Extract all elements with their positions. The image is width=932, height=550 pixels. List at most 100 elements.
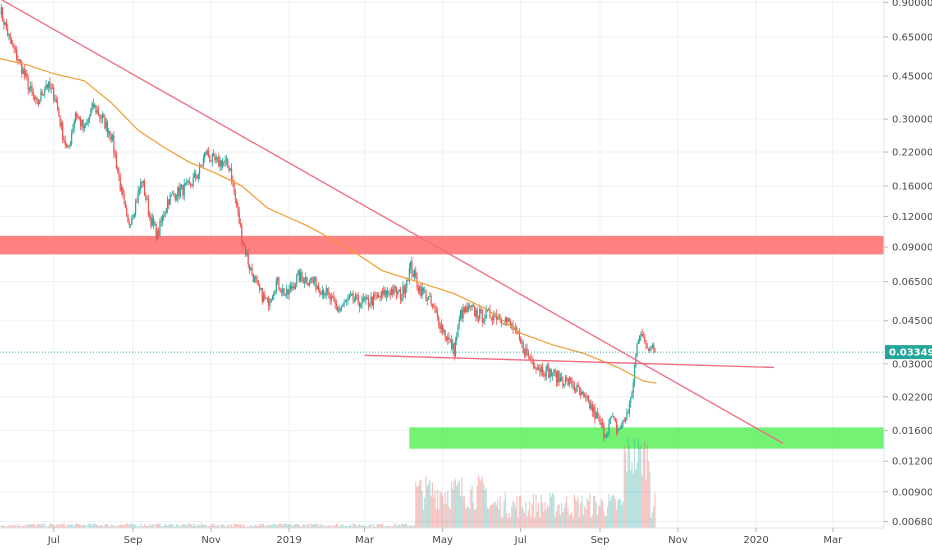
candle-body[interactable] xyxy=(122,187,124,195)
candle-body[interactable] xyxy=(540,366,542,372)
candle-body[interactable] xyxy=(204,152,206,158)
candle-body[interactable] xyxy=(395,288,398,295)
candle-body[interactable] xyxy=(616,421,618,432)
candle-body[interactable] xyxy=(347,298,349,301)
candle-body[interactable] xyxy=(315,276,317,290)
candle-body[interactable] xyxy=(366,296,368,299)
candle-body[interactable] xyxy=(183,183,185,196)
candle-body[interactable] xyxy=(165,208,167,213)
candle-body[interactable] xyxy=(221,162,224,167)
candle-body[interactable] xyxy=(508,318,510,321)
candle-body[interactable] xyxy=(549,369,551,378)
candle-body[interactable] xyxy=(356,294,358,296)
candle-body[interactable] xyxy=(323,290,325,296)
candle-body[interactable] xyxy=(526,348,528,352)
candle-body[interactable] xyxy=(54,99,56,101)
candle-body[interactable] xyxy=(619,428,622,430)
candle-body[interactable] xyxy=(31,86,33,92)
candle-body[interactable] xyxy=(582,392,584,395)
candle-body[interactable] xyxy=(105,121,107,129)
candle-body[interactable] xyxy=(630,398,632,403)
candle-body[interactable] xyxy=(512,324,514,330)
candle-body[interactable] xyxy=(280,291,283,293)
candle-body[interactable] xyxy=(544,375,546,377)
candle-body[interactable] xyxy=(461,309,463,319)
candle-body[interactable] xyxy=(155,224,157,239)
candle-body[interactable] xyxy=(577,385,579,387)
candle-body[interactable] xyxy=(115,154,118,169)
candle-body[interactable] xyxy=(384,289,386,297)
candle-body[interactable] xyxy=(175,197,178,200)
candle-body[interactable] xyxy=(429,296,431,298)
candle-body[interactable] xyxy=(67,145,69,147)
candle-body[interactable] xyxy=(535,368,537,370)
candle-body[interactable] xyxy=(126,207,128,214)
candle-body[interactable] xyxy=(218,156,220,167)
candle-body[interactable] xyxy=(298,270,300,282)
candle-body[interactable] xyxy=(438,316,440,326)
candle-body[interactable] xyxy=(12,44,14,46)
candle-body[interactable] xyxy=(265,298,267,300)
candle-body[interactable] xyxy=(653,344,655,350)
candle-body[interactable] xyxy=(63,139,65,141)
candle-body[interactable] xyxy=(444,329,446,337)
candle-body[interactable] xyxy=(433,306,435,308)
candle-body[interactable] xyxy=(600,422,602,425)
candle-body[interactable] xyxy=(94,105,96,108)
candle-body[interactable] xyxy=(215,157,217,161)
candle-body[interactable] xyxy=(557,371,559,383)
candle-body[interactable] xyxy=(293,286,295,289)
candle-body[interactable] xyxy=(87,119,89,122)
candle-body[interactable] xyxy=(360,304,362,308)
candle-body[interactable] xyxy=(23,69,25,76)
candle-body[interactable] xyxy=(599,417,601,425)
candle-body[interactable] xyxy=(30,86,32,89)
candle-body[interactable] xyxy=(628,402,631,413)
candle-body[interactable] xyxy=(268,298,270,307)
candle-body[interactable] xyxy=(566,377,568,379)
candle-body[interactable] xyxy=(214,155,216,161)
candle-body[interactable] xyxy=(205,152,207,155)
candle-body[interactable] xyxy=(114,152,116,155)
candle-body[interactable] xyxy=(362,297,364,301)
candle-body[interactable] xyxy=(182,185,184,196)
candle-body[interactable] xyxy=(202,157,205,165)
candle-body[interactable] xyxy=(522,342,524,353)
candle-body[interactable] xyxy=(539,369,541,372)
candle-body[interactable] xyxy=(283,288,285,296)
candle-body[interactable] xyxy=(626,413,628,419)
candle-body[interactable] xyxy=(369,304,371,306)
candle-body[interactable] xyxy=(603,424,605,438)
candle-body[interactable] xyxy=(14,48,16,50)
candle-body[interactable] xyxy=(305,277,307,283)
candle-body[interactable] xyxy=(452,342,454,350)
candle-body[interactable] xyxy=(561,377,563,381)
candle-body[interactable] xyxy=(18,59,20,61)
candle-body[interactable] xyxy=(138,189,141,191)
candle-body[interactable] xyxy=(351,293,353,295)
candle-body[interactable] xyxy=(550,369,552,376)
candle-body[interactable] xyxy=(504,318,506,324)
candle-body[interactable] xyxy=(340,306,343,308)
candle-body[interactable] xyxy=(466,307,468,312)
candle-body[interactable] xyxy=(4,22,6,25)
candle-body[interactable] xyxy=(493,314,495,321)
candle-body[interactable] xyxy=(97,110,100,116)
candle-body[interactable] xyxy=(463,307,465,312)
candle-body[interactable] xyxy=(191,185,193,186)
candle-body[interactable] xyxy=(306,277,308,284)
candle-body[interactable] xyxy=(187,180,189,182)
candle-body[interactable] xyxy=(552,375,554,377)
candle-body[interactable] xyxy=(259,284,261,290)
candle-body[interactable] xyxy=(649,349,651,351)
candle-body[interactable] xyxy=(511,324,513,326)
candle-body[interactable] xyxy=(233,181,235,192)
candle-body[interactable] xyxy=(372,294,375,306)
candle-body[interactable] xyxy=(554,369,556,373)
candle-body[interactable] xyxy=(168,199,170,205)
candle-body[interactable] xyxy=(380,291,382,298)
candle-body[interactable] xyxy=(650,346,652,350)
candle-body[interactable] xyxy=(8,34,10,36)
candle-body[interactable] xyxy=(420,286,422,297)
candle-body[interactable] xyxy=(573,385,576,390)
